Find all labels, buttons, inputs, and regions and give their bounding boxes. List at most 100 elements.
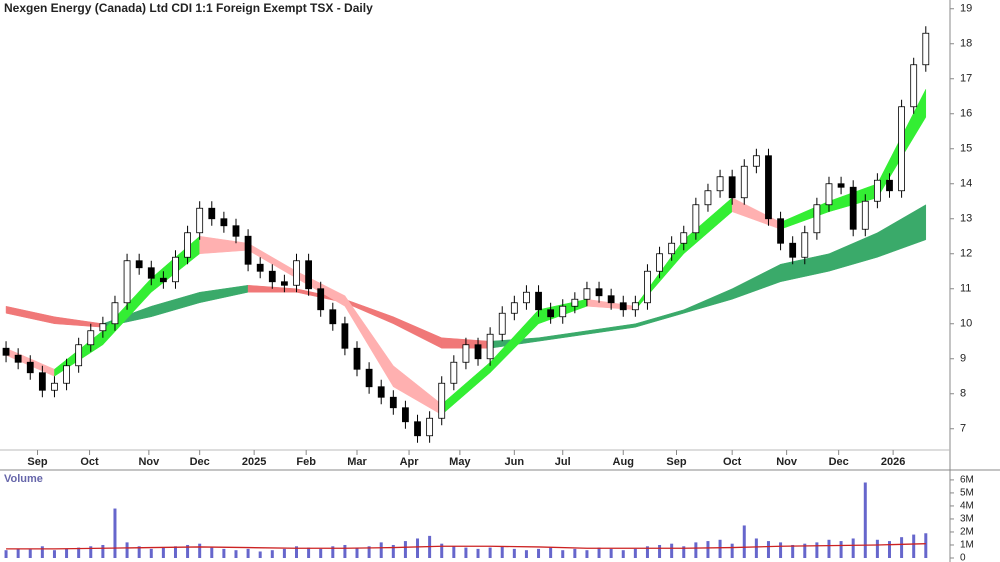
candle-body bbox=[498, 312, 506, 335]
y-tick-label: 1M bbox=[960, 540, 974, 551]
candle-body bbox=[220, 218, 228, 227]
volume-bar bbox=[65, 548, 69, 558]
candle-body bbox=[910, 64, 918, 108]
candle-body bbox=[523, 291, 530, 304]
candle-body bbox=[389, 396, 397, 409]
volume-bar bbox=[682, 546, 686, 558]
volume-bar bbox=[307, 547, 311, 558]
candle-body bbox=[402, 407, 409, 423]
candle-body bbox=[63, 365, 70, 384]
volume-bar bbox=[77, 547, 81, 558]
volume-bar bbox=[403, 541, 407, 558]
volume-bar bbox=[452, 546, 456, 558]
volume-bar bbox=[730, 543, 734, 558]
x-tick-label: Oct bbox=[723, 456, 742, 468]
volume-bar bbox=[234, 550, 238, 558]
volume-bar bbox=[633, 548, 637, 558]
candle-body bbox=[510, 302, 518, 314]
candle-body bbox=[583, 288, 591, 300]
candle-body bbox=[813, 204, 821, 234]
candle-body bbox=[547, 309, 555, 318]
candle-body bbox=[244, 235, 252, 265]
candle-body bbox=[438, 382, 446, 419]
volume-bar bbox=[924, 533, 928, 558]
volume-bar bbox=[367, 546, 371, 558]
candle-body bbox=[26, 361, 34, 374]
candle-body bbox=[365, 368, 373, 388]
candle-body bbox=[305, 260, 312, 290]
candle-body bbox=[535, 291, 542, 311]
candle-body bbox=[680, 232, 688, 244]
candle-body bbox=[341, 323, 349, 349]
volume-bar bbox=[137, 546, 141, 558]
y-tick-label: 16 bbox=[960, 108, 972, 120]
y-tick-label: 2M bbox=[960, 527, 974, 538]
volume-bar bbox=[476, 548, 480, 558]
volume-bar bbox=[464, 547, 468, 558]
x-tick-label: Nov bbox=[776, 456, 798, 468]
candle-body bbox=[825, 183, 833, 206]
volume-bar bbox=[40, 546, 44, 558]
volume-bar bbox=[766, 541, 770, 558]
y-tick-label: 19 bbox=[960, 3, 972, 15]
candle-body bbox=[172, 256, 179, 283]
candle-body bbox=[886, 179, 893, 192]
x-tick-label: Apr bbox=[400, 456, 420, 468]
chart-title: Nexgen Energy (Canada) Ltd CDI 1:1 Forei… bbox=[4, 1, 373, 15]
candle-body bbox=[280, 281, 288, 286]
candle-body bbox=[268, 270, 276, 283]
volume-average-line bbox=[6, 543, 926, 550]
candle-body bbox=[752, 155, 760, 167]
volume-bar bbox=[645, 546, 649, 558]
candle-body bbox=[486, 333, 494, 360]
volume-bar bbox=[440, 543, 444, 558]
candle-body bbox=[135, 260, 143, 269]
volume-bar bbox=[246, 548, 250, 558]
candle-body bbox=[922, 32, 930, 66]
candle-body bbox=[293, 260, 300, 286]
volume-bar bbox=[222, 548, 226, 558]
volume-bar bbox=[803, 543, 807, 558]
candle-body bbox=[559, 305, 567, 318]
candle-body bbox=[668, 242, 676, 255]
volume-bar bbox=[537, 548, 541, 558]
x-tick-label: Nov bbox=[138, 456, 160, 468]
y-tick-label: 0 bbox=[960, 553, 966, 562]
candle-body bbox=[644, 270, 651, 304]
y-tick-label: 13 bbox=[960, 213, 972, 225]
volume-bar bbox=[379, 542, 383, 558]
volume-bar bbox=[52, 550, 56, 558]
volume-bar bbox=[16, 548, 20, 558]
volume-bar bbox=[210, 547, 214, 558]
volume-bar bbox=[863, 482, 867, 558]
candle-body bbox=[232, 225, 240, 237]
y-tick-label: 9 bbox=[960, 353, 966, 365]
volume-bar bbox=[609, 548, 613, 558]
volume-bar bbox=[549, 547, 553, 558]
candle-body bbox=[728, 176, 736, 199]
volume-bar bbox=[89, 546, 93, 558]
volume-bar bbox=[198, 543, 202, 558]
volume-bar bbox=[900, 537, 904, 558]
candle-body bbox=[837, 183, 845, 188]
volume-bar bbox=[331, 546, 335, 558]
volume-bar bbox=[282, 548, 286, 558]
y-tick-label: 10 bbox=[960, 318, 972, 330]
volume-bar bbox=[319, 548, 323, 558]
volume-bar bbox=[827, 539, 831, 558]
volume-bar bbox=[28, 549, 32, 558]
candle-body bbox=[51, 382, 58, 391]
x-tick-label: Dec bbox=[190, 456, 210, 468]
volume-bar bbox=[573, 548, 577, 558]
volume-bar bbox=[597, 547, 601, 558]
x-tick-label: Feb bbox=[296, 456, 316, 468]
volume-bar bbox=[718, 539, 722, 558]
volume-bar bbox=[561, 550, 565, 558]
candle-body bbox=[631, 302, 639, 311]
candle-body bbox=[184, 232, 191, 258]
y-tick-label: 18 bbox=[960, 38, 972, 50]
volume-bar bbox=[524, 550, 528, 558]
volume-bar bbox=[416, 538, 420, 558]
candle-body bbox=[462, 344, 470, 363]
